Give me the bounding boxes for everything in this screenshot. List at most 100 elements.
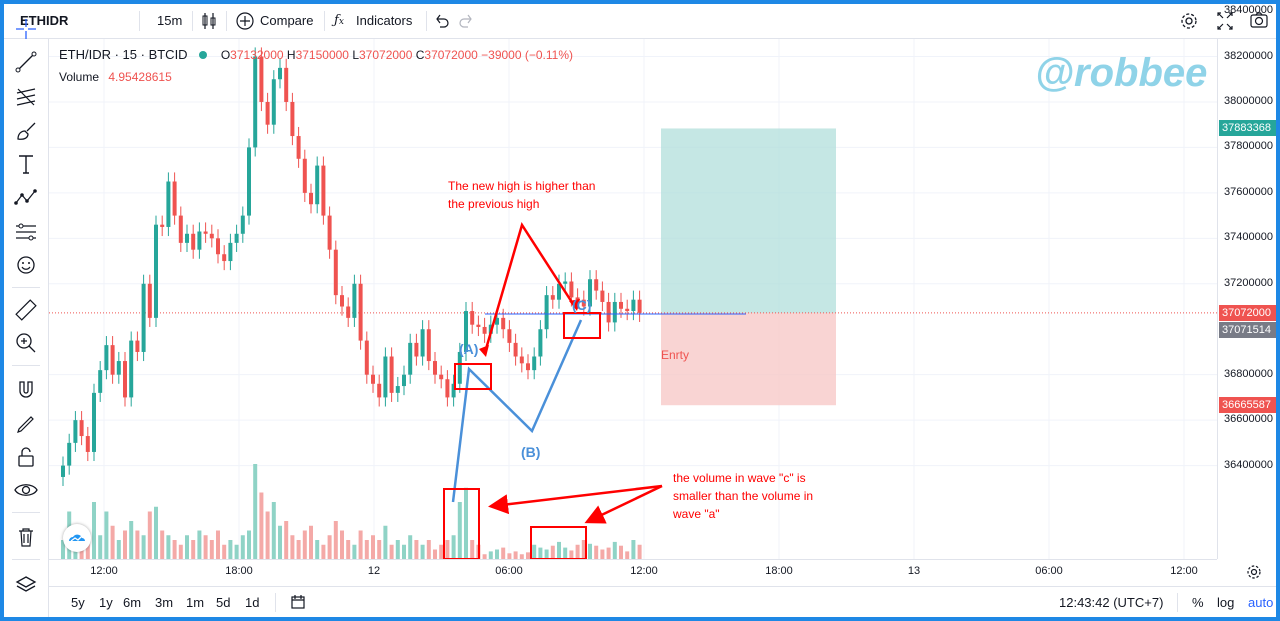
volume-bar — [123, 530, 127, 559]
volume-bar — [340, 530, 344, 559]
volume-bar — [526, 552, 530, 559]
time-axis-settings-gear-icon[interactable] — [1245, 563, 1263, 581]
volume-bar — [588, 543, 592, 559]
compare-button[interactable]: Compare — [260, 13, 314, 28]
price-axis[interactable]: 38400000 38200000 38000000 37800000 37600000… — [1217, 4, 1276, 559]
range-5y[interactable]: 5y — [71, 595, 85, 610]
candle-body — [129, 340, 134, 398]
trend-line-icon[interactable] — [12, 48, 40, 76]
volume-bar — [495, 549, 499, 559]
price-tick-label: 36400000 — [1224, 458, 1273, 471]
price-tick-label: 36600000 — [1224, 413, 1273, 426]
brush-icon[interactable] — [12, 117, 40, 145]
layers-icon[interactable] — [12, 571, 40, 599]
function-fx-icon[interactable]: ƒx — [334, 13, 344, 28]
time-tick-label: 06:00 — [495, 565, 523, 577]
arrow-head — [479, 345, 489, 357]
auto-scale-toggle[interactable]: auto — [1248, 595, 1274, 610]
volume-bar — [575, 544, 580, 559]
pattern-icon[interactable] — [12, 183, 40, 211]
candle-body — [507, 329, 512, 343]
volume-bar — [178, 544, 183, 559]
candle-body — [383, 356, 388, 398]
redo-icon[interactable] — [458, 4, 474, 38]
volume-arrow-c — [584, 484, 663, 524]
volume-bar — [346, 540, 351, 559]
volume-bar — [185, 535, 189, 559]
text-tool-icon[interactable] — [12, 150, 40, 178]
candle-body — [600, 290, 605, 302]
chart-canvas[interactable] — [49, 39, 1217, 559]
interval-selector[interactable]: 15m — [157, 13, 183, 28]
candle-body — [172, 181, 177, 216]
candle-body — [327, 215, 332, 250]
eye-icon[interactable] — [12, 476, 40, 504]
price-tick-label: 37800000 — [1224, 140, 1273, 153]
candle-body — [619, 301, 623, 309]
candle-body — [631, 299, 636, 312]
low-value: 37072000 — [359, 48, 413, 62]
trash-icon[interactable] — [12, 523, 40, 551]
time-tick-label: 12:00 — [630, 565, 658, 577]
fib-tool-icon[interactable] — [12, 83, 40, 111]
candle-body — [371, 374, 375, 384]
volume-bar — [141, 535, 146, 559]
volume-bar — [581, 540, 586, 559]
range-1y[interactable]: 1y — [99, 595, 113, 610]
ruler-icon[interactable] — [12, 296, 40, 324]
high-label: H — [286, 48, 296, 62]
range-3m[interactable]: 3m — [155, 595, 174, 610]
take-profit-zone — [661, 128, 836, 313]
volume-bar — [383, 525, 388, 559]
candles-chart-type-icon[interactable] — [201, 4, 217, 38]
volume-bar — [451, 535, 456, 559]
settings-gear-icon[interactable] — [1179, 4, 1199, 38]
volume-label: Volume — [59, 70, 100, 84]
zoom-in-icon[interactable] — [12, 329, 40, 357]
volume-bar — [315, 540, 320, 559]
log-scale-toggle[interactable]: log — [1217, 595, 1235, 610]
volume-bar — [290, 535, 295, 559]
volume-bar — [135, 530, 140, 559]
range-1d[interactable]: 1d — [245, 595, 260, 610]
candle-body — [166, 181, 171, 227]
candle-body — [550, 295, 555, 300]
clock-timezone[interactable]: 12:43:42 (UTC+7) — [1059, 595, 1164, 610]
candle-body — [575, 297, 580, 300]
crosshair-icon[interactable] — [12, 15, 40, 43]
time-axis[interactable]: 12:00 18:00 12 06:00 12:00 18:00 13 06:00 12:00 — [49, 559, 1261, 586]
fullscreen-icon[interactable] — [1215, 4, 1235, 38]
emoji-icon[interactable] — [12, 251, 40, 279]
candle-body — [420, 329, 425, 357]
range-6m[interactable]: 6m — [123, 595, 142, 610]
volume-bar — [402, 544, 406, 559]
candle-body — [321, 165, 326, 216]
chart-pane[interactable]: ETH/IDR · 15 · BTCID O37132000 H37150000… — [49, 39, 1217, 559]
percent-scale-toggle[interactable]: % — [1192, 595, 1204, 610]
price-tick-label: 37400000 — [1224, 231, 1273, 244]
symbol-search[interactable]: ETHIDR — [20, 13, 69, 28]
prediction-tool-icon[interactable] — [12, 218, 40, 246]
date-range-calendar-icon[interactable] — [289, 587, 307, 617]
new-high-arrows — [484, 222, 577, 350]
candle-body — [606, 301, 611, 323]
candle-body — [457, 351, 462, 384]
compare-plus-icon[interactable] — [236, 4, 254, 38]
tradingview-logo[interactable] — [63, 524, 91, 552]
lock-icon[interactable] — [12, 443, 40, 471]
undo-icon[interactable] — [434, 4, 450, 38]
volume-bar — [191, 540, 196, 559]
bottom-toolbar: 5y 1y 6m 3m 1m 5d 1d 12:43:42 (UTC+7) % … — [49, 586, 1276, 617]
last-price-label: 37072000 — [1219, 304, 1276, 321]
indicators-button[interactable]: Indicators — [356, 13, 413, 28]
snapshot-camera-icon[interactable] — [1249, 4, 1269, 38]
open-label: O — [220, 48, 231, 62]
candle-body — [259, 56, 264, 102]
candle-body — [513, 342, 518, 357]
candle-body — [228, 242, 233, 262]
magnet-icon[interactable] — [12, 376, 40, 404]
lock-pencil-icon[interactable] — [12, 410, 40, 438]
market-status-dot — [199, 51, 208, 59]
range-5d[interactable]: 5d — [216, 595, 231, 610]
range-1m[interactable]: 1m — [186, 595, 205, 610]
